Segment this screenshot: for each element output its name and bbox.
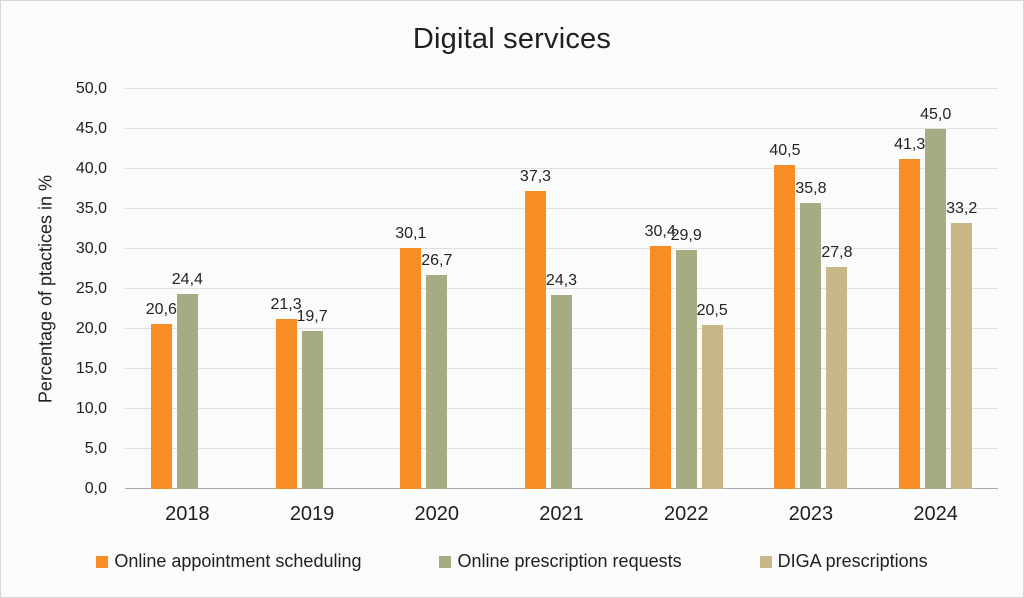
legend-label: Online appointment scheduling bbox=[114, 551, 362, 571]
bar bbox=[400, 248, 422, 489]
chart-title: Digital services bbox=[412, 23, 612, 55]
y-tick-label: 40,0 bbox=[75, 160, 107, 177]
bar-slot: 24,4 bbox=[172, 271, 203, 489]
data-label: 41,3 bbox=[894, 135, 926, 153]
bar bbox=[774, 165, 796, 489]
bar-slot: 41,3 bbox=[894, 136, 925, 489]
gridline bbox=[125, 88, 998, 89]
gridline bbox=[125, 248, 998, 249]
y-tick-label: 50,0 bbox=[75, 80, 107, 97]
y-tick-label: 5,0 bbox=[84, 440, 107, 457]
x-tick-label: 2020 bbox=[414, 503, 460, 525]
bar-slot: 24,3 bbox=[546, 272, 577, 489]
data-label: 45,0 bbox=[920, 106, 952, 123]
gridline bbox=[125, 288, 998, 289]
data-label: 37,3 bbox=[519, 167, 552, 185]
bar bbox=[150, 324, 172, 489]
legend-swatch-icon bbox=[96, 555, 109, 568]
bar bbox=[176, 293, 198, 489]
bar-group-2019: 21,3 19,7 bbox=[270, 89, 350, 489]
y-tick-label: 15,0 bbox=[75, 360, 107, 377]
data-label: 19,7 bbox=[296, 308, 328, 326]
y-tick-label: 0,0 bbox=[84, 480, 107, 497]
legend-label: Online prescription requests bbox=[457, 551, 682, 571]
y-tick-label: 10,0 bbox=[75, 400, 107, 417]
bar-slot: 30,4 bbox=[645, 223, 676, 489]
gridline bbox=[125, 128, 998, 129]
bar bbox=[925, 129, 947, 489]
data-label: 20,6 bbox=[145, 301, 177, 319]
bar bbox=[301, 331, 323, 489]
x-tick-label: 2019 bbox=[289, 503, 335, 525]
legend-swatch-icon bbox=[759, 555, 772, 568]
data-label: 40,5 bbox=[769, 142, 801, 159]
data-label: 30,1 bbox=[395, 225, 427, 243]
data-label: 35,8 bbox=[795, 179, 827, 197]
y-tick-label: 45,0 bbox=[75, 120, 107, 137]
gridline bbox=[125, 208, 998, 209]
legend-swatch-icon bbox=[439, 555, 452, 568]
bar-group-2023: 40,5 35,8 27,8 bbox=[769, 89, 852, 489]
bar bbox=[951, 223, 973, 489]
data-label: 21,3 bbox=[270, 295, 302, 313]
bar bbox=[426, 275, 448, 489]
bar-slot: 29,9 bbox=[671, 227, 702, 489]
bar-group-2021: 37,3 24,3 bbox=[520, 89, 600, 489]
y-tick-label: 20,0 bbox=[75, 320, 107, 337]
bar-slot: 35,8 bbox=[795, 180, 826, 489]
data-label: 24,3 bbox=[545, 271, 578, 289]
x-tick-label: 2021 bbox=[539, 503, 584, 525]
data-label: 24,4 bbox=[171, 270, 203, 288]
y-tick-label: 35,0 bbox=[75, 200, 107, 217]
data-label: 29,9 bbox=[670, 226, 702, 244]
x-tick-label: 2018 bbox=[165, 503, 210, 525]
data-label: 27,8 bbox=[821, 243, 853, 261]
y-tick-label: 25,0 bbox=[75, 280, 107, 297]
bar-slot: 21,3 bbox=[270, 296, 302, 489]
data-label: 30,4 bbox=[644, 222, 676, 240]
x-tick-label: 2023 bbox=[788, 503, 834, 525]
bar-slot: 30,1 bbox=[395, 225, 426, 489]
bar bbox=[675, 249, 697, 489]
bar bbox=[899, 158, 921, 489]
bar-slot: 40,5 bbox=[769, 142, 800, 489]
data-label: 26,7 bbox=[421, 252, 453, 270]
bar-group-2018: 20,6 24,4 bbox=[146, 89, 225, 489]
legend: Online appointment scheduling Online pres… bbox=[1, 551, 1023, 572]
bar-slot: 26,7 bbox=[421, 252, 452, 489]
bar-group-2020: 30,1 26,7 bbox=[395, 89, 475, 489]
bar-slot: 27,8 bbox=[821, 244, 852, 489]
bar bbox=[826, 266, 848, 489]
bar-slot: 19,7 bbox=[296, 308, 328, 489]
x-tick-label: 2024 bbox=[913, 503, 958, 525]
legend-item: DIGA prescriptions bbox=[759, 551, 928, 572]
legend-item: Online prescription requests bbox=[439, 551, 682, 572]
bar-slot: 33,2 bbox=[946, 200, 977, 489]
legend-item: Online appointment scheduling bbox=[96, 551, 361, 572]
bar bbox=[649, 245, 671, 489]
gridline bbox=[125, 168, 998, 169]
bar-slot: 37,3 bbox=[520, 168, 551, 489]
y-tick-label: 30,0 bbox=[75, 240, 107, 257]
bar bbox=[701, 325, 723, 489]
x-tick-label: 2022 bbox=[663, 503, 709, 525]
bar-group-2024: 41,3 45,0 33,2 bbox=[894, 89, 977, 489]
bar bbox=[551, 294, 572, 489]
bar-group-2022: 30,4 29,9 20,5 bbox=[645, 89, 728, 489]
bar-slot: 20,5 bbox=[697, 302, 728, 489]
bar-slot: 45,0 bbox=[920, 106, 951, 489]
bar-slot: 20,6 bbox=[146, 301, 177, 489]
bar bbox=[525, 190, 546, 489]
data-label: 20,5 bbox=[696, 302, 728, 319]
bar bbox=[800, 202, 822, 489]
bar bbox=[275, 318, 297, 489]
legend-label: DIGA prescriptions bbox=[777, 551, 928, 571]
data-label: 33,2 bbox=[946, 200, 978, 218]
plot-area: 20,6 24,4 21,3 19,7 30,1 26,7 37,3 24,3 30,4 29,9… bbox=[125, 88, 998, 489]
